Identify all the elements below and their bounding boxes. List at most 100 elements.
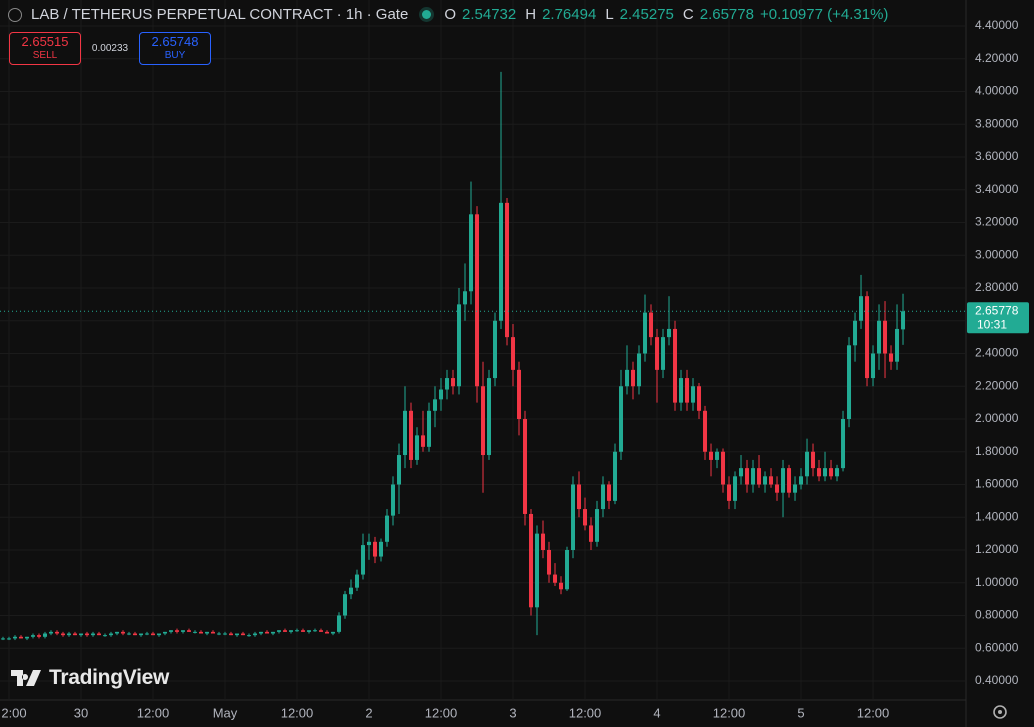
candle-body [133,633,138,636]
ohlc-low: 2.45275 [619,6,674,23]
candle-body [331,631,336,634]
y-tick-label: 1.80000 [975,444,1019,458]
candle-body [259,631,264,634]
candle-body [313,630,318,632]
candle-body [505,202,510,338]
candle-body [295,630,300,632]
candle-body [673,328,678,403]
candle-body [457,304,462,387]
candle-body [865,296,870,379]
ohlc-close: 2.65778 [699,6,754,23]
x-tick-label: 4 [653,705,660,720]
candle-body [715,451,720,460]
candle-body [709,451,714,460]
sell-price[interactable]: 2.65515 [21,33,69,49]
candle-body [529,513,534,608]
candle-body [157,633,162,636]
candle-body [385,515,390,542]
candle-body [727,484,732,501]
trade-panel: 2.65515 SELL 0.00233 2.65748 BUY [9,32,211,65]
candle-body [571,484,576,550]
gear[interactable] [993,705,1007,719]
candle-body [895,328,900,362]
y-tick-label: 3.00000 [975,247,1019,261]
candle-body [589,525,594,542]
candle-body [205,631,210,634]
candle-body [523,419,528,514]
buy-label[interactable]: BUY [164,49,186,61]
axes: 0.40000 0.60000 0.80000 1.00000 1.20000 1.400… [1,18,1029,720]
candle-body [67,633,72,636]
candle-body [685,378,690,403]
buy-button[interactable]: 2.65748 BUY [139,32,211,65]
candle-body [721,451,726,485]
candle-body [37,635,42,637]
candle-body [829,468,834,477]
x-tick-label: 5 [797,705,804,720]
candle-body [517,369,522,419]
y-tick-label: 1.00000 [975,575,1019,589]
candle-body [511,337,516,370]
brand-mark[interactable] [11,668,43,688]
candle-body [679,378,684,403]
candle-body [355,574,360,588]
x-tick-label: May [213,705,238,720]
candle-body [667,328,672,338]
candle-body [595,509,600,542]
y-tick-label: 3.60000 [975,149,1019,163]
ohlc-open: 2.54732 [462,6,517,23]
settings-icon[interactable] [993,705,1007,719]
y-tick-label: 4.40000 [975,18,1019,32]
candle-body [661,337,666,370]
candle-body [343,594,348,616]
candle-body [265,631,270,634]
y-tick-label: 0.40000 [975,673,1019,687]
candle-body [169,630,174,632]
candle-body [625,369,630,387]
candles [0,71,965,641]
candle-body [493,320,498,379]
candle-body [883,320,888,354]
brand-mark-shape[interactable] [11,670,41,686]
brand-logo[interactable]: TradingView [11,666,169,690]
legend: LAB / TETHERUS PERPETUAL CONTRACT · 1h ·… [8,6,888,23]
candle-body [619,386,624,452]
candle-body [499,202,504,321]
candle-body [631,369,636,387]
y-tick-label: 3.80000 [975,116,1019,130]
candle-body [763,476,768,485]
candle-body [379,541,384,557]
candle-body [823,468,828,477]
candle-body [793,484,798,493]
x-tick-label: 12:00 [713,705,746,720]
ohlc-high-label: H [525,6,537,23]
candle-body [367,541,372,546]
candle-body [853,320,858,346]
candle-body [847,345,852,419]
candle-body [487,378,492,456]
buy-price[interactable]: 2.65748 [151,33,199,49]
candle-body [91,633,96,636]
candle-body [283,630,288,632]
candle-body [463,291,468,305]
candle-body [79,633,84,636]
ohlc-close-label: C [682,6,694,23]
y-tick-label: 2.20000 [975,378,1019,392]
candle-body [451,378,456,387]
candle-body [319,630,324,632]
y-tick-label: 0.80000 [975,608,1019,622]
candle-body [445,378,450,390]
candle-body [361,545,366,575]
sell-label[interactable]: SELL [32,49,58,61]
candle-body [841,419,846,469]
candle-body [19,636,24,639]
x-tick-label: 3 [509,705,516,720]
gear-center[interactable] [998,710,1002,714]
y-tick-label: 3.20000 [975,215,1019,229]
sell-button[interactable]: 2.65515 SELL [9,32,81,65]
candle-body [409,410,414,460]
candle-body [799,476,804,485]
brand-name[interactable]: TradingView [49,666,170,689]
